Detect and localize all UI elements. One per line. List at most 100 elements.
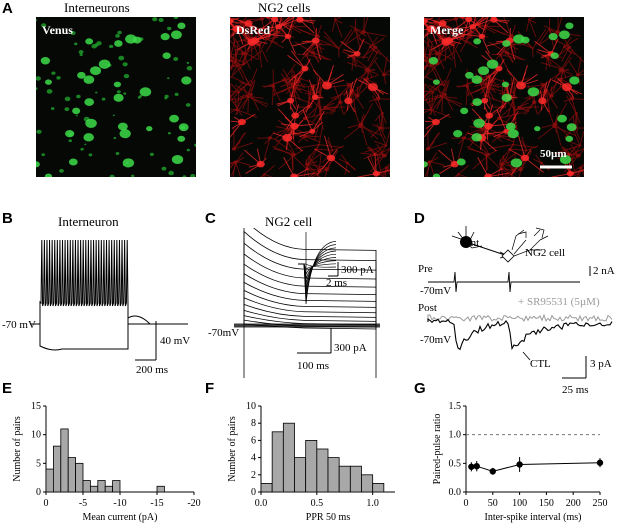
cell-process [455,173,459,177]
cell-process [306,151,323,165]
g-point [516,461,523,468]
cell-process [256,26,279,30]
b-scale-t-label: 200 ms [136,364,169,376]
schematic-diagram [451,226,549,263]
cell-process [471,23,484,33]
cell-process [507,77,530,87]
micrograph-label-venus: Venus [42,23,73,37]
cell-soma [284,33,292,39]
cell-process [274,127,291,140]
cell-soma [347,83,352,87]
cell-process [498,135,515,143]
cell-process [432,79,446,93]
cell-process [276,127,291,134]
cell-process [532,158,542,164]
cell-process [316,76,321,97]
cell-process [287,36,296,54]
cell-soma [293,153,297,156]
cell-soma [178,123,189,132]
c-step-trace [243,263,377,324]
cell-process [472,18,494,28]
d-pre-scale-label: 2 nA [593,265,615,277]
cell-soma [337,100,343,105]
cell-process [381,113,387,124]
cell-process [330,157,350,173]
cell-process [274,128,290,148]
cell-soma [431,91,435,94]
cell-process [511,24,516,37]
g-y-tick-label: 0.5 [449,458,462,469]
cell-soma [555,30,561,34]
cell-process [543,25,558,33]
cell-soma [116,90,121,94]
cell-process [247,96,250,113]
cell-soma [368,45,372,49]
cell-process [339,102,344,115]
cell-soma [346,161,349,165]
dsred-image [230,17,390,177]
cell-process [484,77,491,101]
cell-soma [319,95,322,97]
c-step-trace [243,315,377,326]
cell-process [313,118,322,141]
cell-soma [190,174,196,177]
cell-process [290,77,297,101]
cell-process [246,95,264,99]
cell-process [358,38,376,48]
c-inset-trace [298,244,337,300]
ng2-soma-icon [501,249,515,263]
cell-soma [321,81,332,90]
cell-soma [367,68,370,70]
cell-process [307,168,322,177]
cell-process [277,108,295,127]
cell-process [245,53,259,61]
chart-g: 0 50 100 150 200 250 0.0 0.5 1.0 1.5 Inter-spike i… [432,401,608,523]
g-x-tick-label: 100 [512,498,527,509]
cell-process [362,46,376,58]
cell-process [304,112,329,119]
g-point [596,459,604,466]
e-y-label: Number of pairs [12,416,23,482]
panel-c-title: NG2 cell [265,214,313,229]
cell-process [307,163,331,169]
panel-letter-e: E [2,380,13,397]
cell-soma [513,95,516,97]
e-y-tick-label: 5 [36,458,41,469]
cell-soma [117,30,122,35]
cell-soma [113,137,117,140]
cell-process [554,123,562,146]
cell-soma [372,170,380,177]
cell-process [498,112,523,119]
cell-soma [242,62,246,66]
cell-process [249,68,258,86]
g-x-tick-label: 0 [464,498,469,509]
cell-process [324,97,337,108]
cell-soma [375,153,379,156]
cell-soma [70,30,76,36]
cell-process [238,79,252,93]
cell-process [554,125,576,137]
cell-process [353,107,361,127]
cell-process [547,107,555,127]
cell-soma [487,153,491,156]
cell-soma [496,134,502,139]
d-post-label: Post [418,302,437,314]
cell-soma [84,98,95,106]
cell-soma [425,56,429,59]
cell-process [247,43,260,53]
e-y-tick-label: 0 [36,487,41,498]
cell-soma [326,154,336,162]
cell-process [540,62,563,70]
cell-soma [167,26,172,31]
cell-soma [296,17,304,23]
cell-process [363,153,375,160]
cell-soma [173,17,179,20]
cell-soma [231,147,237,151]
cell-soma [245,95,249,98]
cell-process [302,109,313,132]
cell-soma [95,91,98,94]
cell-process [371,95,383,114]
cell-soma [380,112,384,115]
e-bar [97,480,106,493]
e-x-tick-label: -5 [79,498,87,509]
